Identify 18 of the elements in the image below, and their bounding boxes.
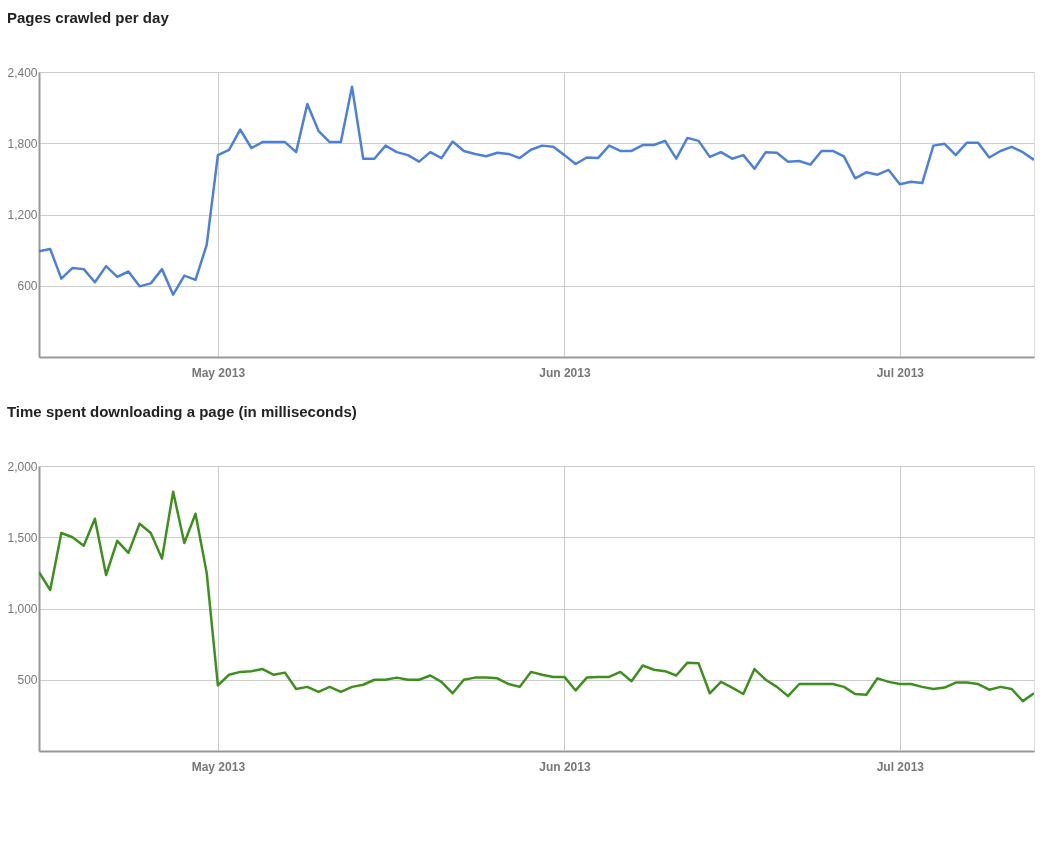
y-tick-label: 1,000 xyxy=(7,602,38,616)
x-tick-label: Jul 2013 xyxy=(876,365,925,380)
line-series xyxy=(39,85,1034,296)
y-tick-label: 600 xyxy=(17,279,38,294)
y-tick-label: 1,200 xyxy=(7,208,38,222)
chart-title: Time spent downloading a page (in milliseconds) xyxy=(6,403,357,420)
x-tick-label: Jun 2013 xyxy=(539,365,591,380)
x-tick-label: Jun 2013 xyxy=(539,759,591,774)
y-tick-label: 2,000 xyxy=(7,459,38,474)
x-tick-label: May 2013 xyxy=(191,759,246,774)
chart-title: Pages crawled per day xyxy=(6,9,170,26)
line-series xyxy=(39,490,1034,703)
y-tick-label: 500 xyxy=(17,673,38,688)
x-tick-label: Jul 2013 xyxy=(876,759,925,774)
y-tick-label: 1,800 xyxy=(7,136,38,151)
y-tick-label: 1,500 xyxy=(7,530,38,545)
y-tick-label: 2,400 xyxy=(7,65,38,80)
x-tick-label: May 2013 xyxy=(191,365,246,380)
